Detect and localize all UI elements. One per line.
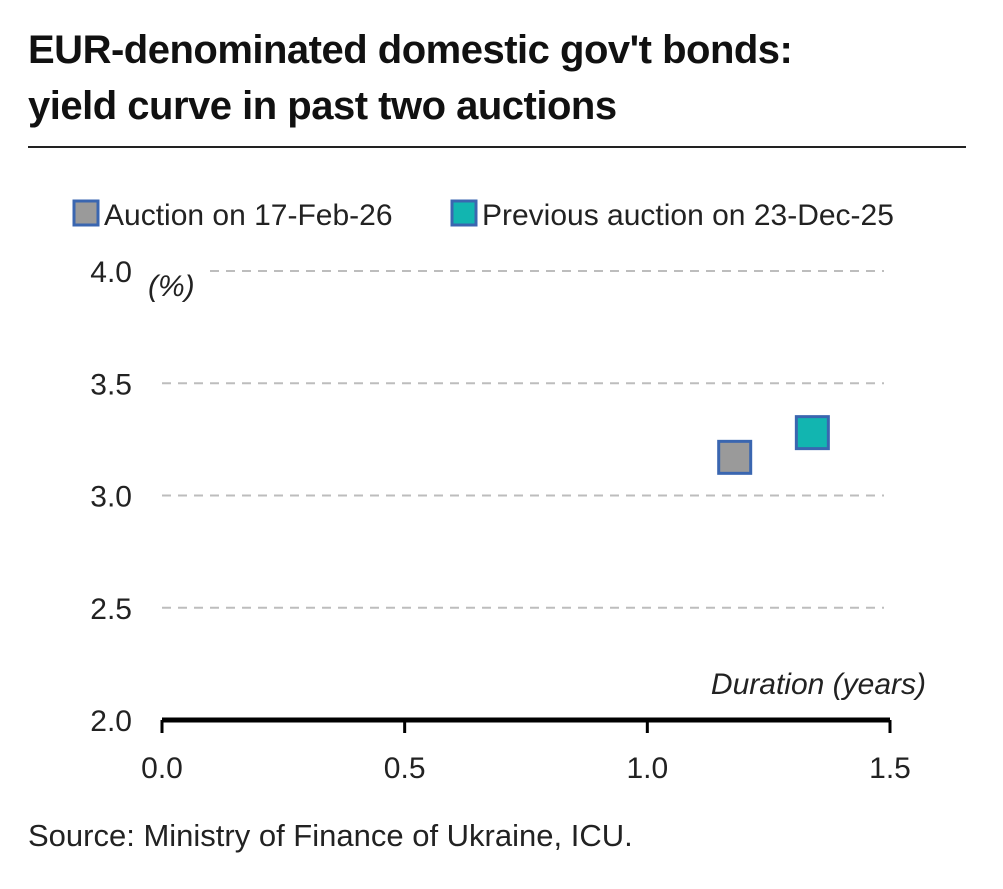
chart-title-line-2: yield curve in past two auctions — [28, 84, 617, 128]
source-note: Source: Ministry of Finance of Ukraine, … — [28, 818, 633, 853]
y-axis-label: (%) — [148, 270, 195, 303]
chart-title-line-1: EUR-denominated domestic gov't bonds: — [28, 28, 793, 72]
y-tick-label-3.0: 3.0 — [90, 481, 132, 514]
data-point-series-1-0 — [794, 415, 830, 451]
legend-label-1: Previous auction on 23-Dec-25 — [482, 199, 894, 232]
chart-title: EUR-denominated domestic gov't bonds: yi… — [28, 22, 978, 134]
legend-label-0: Auction on 17-Feb-26 — [104, 199, 393, 232]
legend-swatch-0 — [72, 199, 100, 227]
y-tick-label-2.0: 2.0 — [90, 705, 132, 738]
y-tick-label-4.0: 4.0 — [90, 256, 132, 289]
y-tick-label-2.5: 2.5 — [90, 593, 132, 626]
data-point-series-0-0 — [717, 439, 753, 475]
x-tick-label-0.0: 0.0 — [141, 752, 183, 785]
x-axis-label: Duration (years) — [711, 668, 926, 701]
y-tick-label-3.5: 3.5 — [90, 368, 132, 401]
title-divider — [28, 146, 966, 148]
x-tick-label-1.5: 1.5 — [869, 752, 911, 785]
x-tick-label-1.0: 1.0 — [626, 752, 668, 785]
legend-swatch-1 — [450, 199, 478, 227]
x-tick-label-0.5: 0.5 — [384, 752, 426, 785]
